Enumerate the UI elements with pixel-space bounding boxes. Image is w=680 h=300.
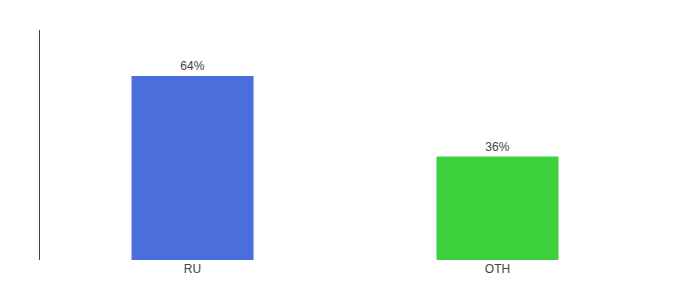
svg-text:36%: 36%: [485, 140, 509, 154]
svg-text:OTH: OTH: [485, 262, 510, 276]
svg-text:64%: 64%: [180, 59, 204, 73]
svg-text:RU: RU: [184, 262, 201, 276]
